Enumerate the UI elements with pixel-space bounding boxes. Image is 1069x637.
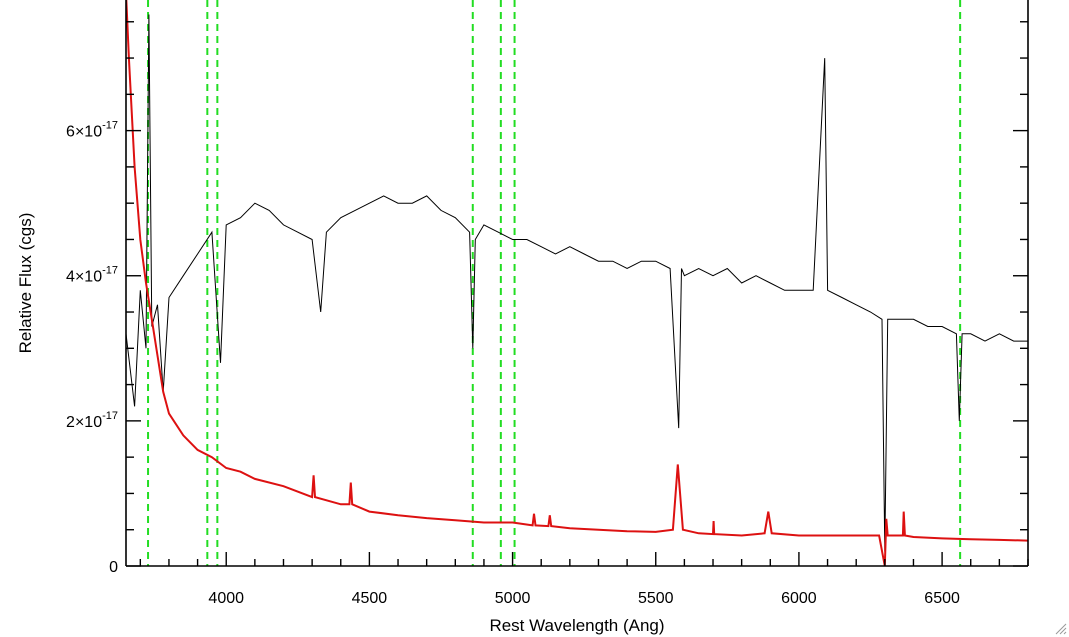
resize-grip-icon[interactable] xyxy=(1055,623,1067,635)
series-red-spectrum xyxy=(126,0,1028,566)
x-tick-label: 5000 xyxy=(495,590,531,607)
y-tick-label: 2×10-17 xyxy=(66,410,118,431)
x-tick-label: 6000 xyxy=(781,590,817,607)
y-tick-label: 4×10-17 xyxy=(66,265,118,286)
reference-lines xyxy=(147,0,962,566)
x-tick-label: 5500 xyxy=(638,590,674,607)
series-layer xyxy=(126,0,1028,566)
x-tick-label: 4500 xyxy=(352,590,388,607)
y-ticks: 0 2×10-17 4×10-17 6×10-17 xyxy=(66,21,1028,576)
y-tick-label: 6×10-17 xyxy=(66,120,118,141)
series-black-spectrum xyxy=(126,14,1028,552)
x-tick-label: 6500 xyxy=(924,590,960,607)
x-tick-label: 4000 xyxy=(208,590,244,607)
y-axis-title: Relative Flux (cgs) xyxy=(16,213,35,354)
x-ticks: 4000 4500 5000 5500 6000 6500 xyxy=(139,552,1029,607)
x-axis-title: Rest Wavelength (Ang) xyxy=(489,616,664,635)
y-tick-label: 0 xyxy=(109,559,118,576)
